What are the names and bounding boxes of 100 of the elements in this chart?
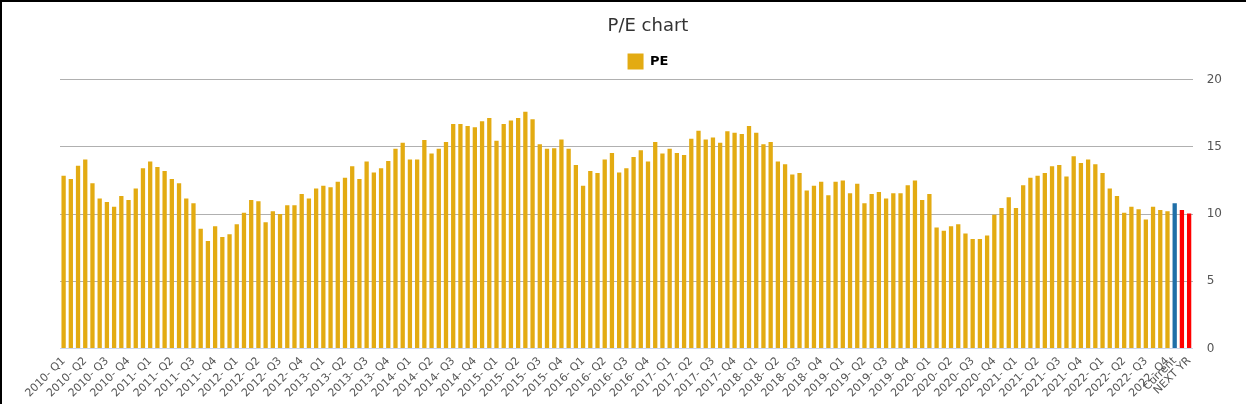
bar xyxy=(342,177,348,349)
bar xyxy=(710,137,716,349)
bar xyxy=(927,193,932,349)
bar xyxy=(956,224,961,349)
bar xyxy=(703,139,708,349)
bar xyxy=(847,193,853,349)
bar xyxy=(1114,195,1120,349)
bar xyxy=(487,117,492,349)
legend-label: PE xyxy=(650,52,669,68)
bar xyxy=(75,165,81,349)
bar xyxy=(941,230,946,349)
bar xyxy=(624,168,629,349)
bar xyxy=(739,134,744,349)
bar xyxy=(580,185,586,349)
bar xyxy=(1028,177,1033,349)
bar xyxy=(1129,206,1134,349)
bar xyxy=(321,185,326,349)
bar xyxy=(249,199,254,349)
bar xyxy=(292,205,297,349)
bar xyxy=(696,130,701,349)
bar xyxy=(689,138,694,349)
bar xyxy=(891,193,896,349)
bar xyxy=(992,214,997,349)
bar xyxy=(508,120,514,349)
bar xyxy=(984,235,990,349)
bar xyxy=(1136,209,1141,349)
bar xyxy=(977,238,983,349)
bar xyxy=(746,125,752,349)
bar xyxy=(1100,173,1105,349)
bar xyxy=(811,185,817,349)
bar xyxy=(782,164,788,349)
bar xyxy=(530,119,535,349)
bar xyxy=(61,175,66,349)
bar xyxy=(119,195,124,349)
bar xyxy=(833,181,838,349)
bar xyxy=(234,224,239,349)
bar xyxy=(299,193,304,349)
bar xyxy=(162,171,167,349)
y-tick-label: 0 xyxy=(1206,340,1215,355)
bar xyxy=(328,187,333,349)
bar xyxy=(905,185,910,349)
y-tick-label: 10 xyxy=(1206,206,1223,221)
y-tick-label: 5 xyxy=(1206,273,1215,288)
bar xyxy=(90,183,95,349)
bar xyxy=(617,172,622,349)
bar xyxy=(674,152,680,349)
bar xyxy=(429,153,434,349)
bar xyxy=(386,160,391,349)
bar xyxy=(1093,164,1098,349)
bar xyxy=(1122,212,1127,349)
bar xyxy=(948,226,954,349)
bar xyxy=(819,181,824,349)
bar xyxy=(631,156,636,349)
bar xyxy=(963,233,968,349)
bar xyxy=(653,142,658,349)
bar xyxy=(797,173,802,349)
bar xyxy=(350,166,355,349)
bar xyxy=(148,161,153,349)
bar xyxy=(552,148,557,349)
bar xyxy=(1107,188,1112,349)
bar xyxy=(1143,219,1148,349)
bar xyxy=(1057,164,1062,349)
bar xyxy=(754,132,759,349)
bar xyxy=(1158,210,1163,349)
bar xyxy=(393,148,398,349)
bar xyxy=(761,144,766,349)
bar xyxy=(566,148,571,349)
bar xyxy=(285,205,290,349)
bar xyxy=(559,139,564,349)
bar xyxy=(681,154,687,349)
bar xyxy=(270,211,275,349)
bar xyxy=(227,234,232,349)
bar xyxy=(306,198,312,349)
bar xyxy=(638,150,643,349)
bar xyxy=(83,159,88,349)
bar xyxy=(912,180,918,349)
y-tick-label: 20 xyxy=(1206,71,1223,86)
bar xyxy=(804,190,809,349)
bar xyxy=(826,195,831,349)
bar xyxy=(458,123,463,349)
bar xyxy=(111,206,117,349)
bar xyxy=(472,127,477,349)
bar xyxy=(516,117,521,349)
bar xyxy=(1006,197,1011,349)
bar xyxy=(191,203,196,349)
bar xyxy=(970,238,975,349)
bar xyxy=(263,222,268,349)
bar xyxy=(660,153,665,349)
bar xyxy=(140,168,146,349)
bar xyxy=(1071,156,1076,349)
bar xyxy=(501,123,506,349)
bar xyxy=(537,144,542,349)
bar xyxy=(479,121,485,349)
y-tick-label: 15 xyxy=(1206,138,1223,153)
bar xyxy=(898,193,903,349)
bar xyxy=(364,161,369,349)
bar xyxy=(126,199,131,349)
bar xyxy=(176,183,182,349)
bar xyxy=(1078,162,1084,349)
bar xyxy=(725,131,730,349)
